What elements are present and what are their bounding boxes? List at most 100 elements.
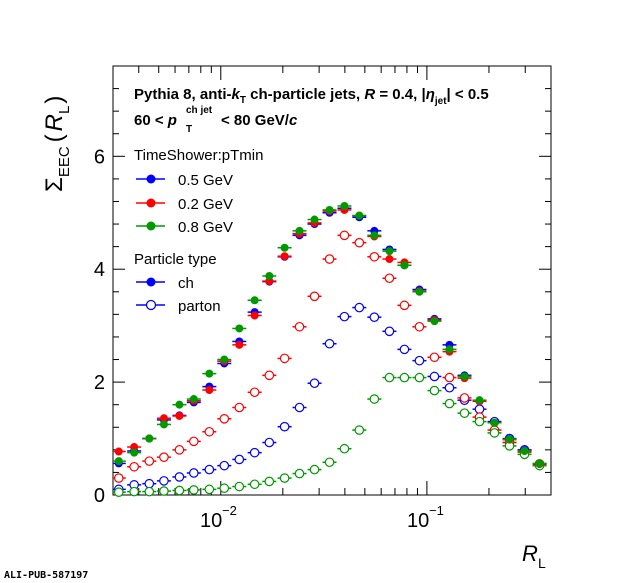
- data-point: [113, 473, 124, 483]
- data-point: [144, 486, 155, 497]
- data-point: [459, 408, 470, 418]
- legend-marker: [145, 299, 157, 311]
- data-point: [279, 353, 290, 364]
- data-point: [264, 370, 275, 381]
- annotation-line-2-end: < 80 GeV/c: [221, 112, 298, 129]
- legend-marker: [146, 198, 156, 208]
- data-point: [339, 443, 350, 454]
- data-point: [475, 396, 484, 405]
- y-tick-label: 4: [94, 259, 105, 281]
- data-point: [250, 311, 259, 320]
- annotation-sub: T: [186, 124, 192, 135]
- data-point: [189, 485, 199, 495]
- data-point: [429, 352, 440, 363]
- data-point: [429, 385, 440, 396]
- data-point: [385, 255, 394, 264]
- x-tick-exp: −1: [429, 503, 444, 518]
- data-point: [505, 435, 514, 444]
- y-tick-labels: 0 2 4 6: [94, 146, 105, 507]
- data-point: [145, 434, 154, 443]
- data-point: [384, 372, 395, 383]
- x-axis-var: R: [522, 541, 538, 566]
- data-point: [324, 457, 335, 468]
- annotation-sup: ch jet: [186, 105, 213, 116]
- data-point: [189, 395, 198, 404]
- data-point: [234, 402, 245, 413]
- x-tick-base: 10: [407, 510, 429, 532]
- data-point: [280, 243, 289, 252]
- data-point: [114, 447, 123, 456]
- y-tick-label: 6: [94, 146, 105, 168]
- x-tick-exp: −2: [222, 503, 237, 518]
- data-point: [369, 251, 380, 262]
- data-point: [400, 261, 409, 270]
- data-point: [369, 312, 380, 322]
- data-point: [249, 479, 260, 490]
- data-point: [130, 448, 139, 457]
- data-point: [159, 414, 168, 423]
- legend-entry-ch: ch: [136, 275, 194, 292]
- data-point: [399, 344, 410, 355]
- legend-marker: [146, 174, 156, 184]
- data-point: [159, 452, 169, 462]
- data-point: [114, 457, 123, 466]
- data-point: [414, 372, 425, 383]
- y-tick-label: 0: [94, 485, 105, 507]
- x-axis-title: R L: [522, 541, 546, 571]
- data-point: [444, 398, 455, 409]
- data-point: [489, 428, 500, 438]
- data-point: [264, 476, 275, 487]
- data-point: [414, 321, 425, 332]
- data-point: [175, 400, 184, 409]
- data-point: [174, 472, 185, 482]
- data-point: [189, 436, 199, 447]
- data-point: [309, 291, 320, 302]
- data-point: [175, 411, 184, 420]
- data-point: [339, 230, 350, 241]
- data-point: [174, 485, 185, 496]
- legend-label: parton: [178, 298, 221, 315]
- data-point: [370, 231, 379, 240]
- data-point: [474, 404, 485, 414]
- legend-entry-parton: parton: [136, 298, 221, 315]
- data-point: [474, 416, 485, 427]
- data-point: [324, 254, 335, 264]
- legend-entry-0.2: 0.2 GeV: [136, 196, 233, 213]
- data-point: [444, 372, 455, 383]
- data-point: [294, 468, 305, 479]
- series-0.2-GeV-ch: [113, 205, 547, 468]
- legend-label: 0.5 GeV: [178, 172, 233, 189]
- x-tick-base: 10: [200, 510, 222, 532]
- data-point: [234, 454, 245, 465]
- data-point: [415, 287, 424, 296]
- data-point: [294, 321, 305, 332]
- legend-color-title: TimeShower:pTmin: [134, 147, 263, 164]
- data-point: [205, 386, 214, 395]
- legend-entry-0.8: 0.8 GeV: [136, 219, 233, 236]
- data-point: [520, 446, 529, 455]
- series-0.5-GeV-ch: [113, 204, 547, 468]
- data-point: [324, 338, 335, 349]
- data-point: [249, 447, 260, 458]
- data-point: [535, 459, 544, 468]
- data-point: [444, 382, 455, 393]
- legend-label: ch: [178, 275, 194, 292]
- data-point: [399, 300, 410, 311]
- data-point: [174, 445, 185, 455]
- data-point: [113, 487, 124, 497]
- data-point: [384, 326, 395, 337]
- data-point: [159, 476, 169, 486]
- data-point: [355, 211, 364, 220]
- legend-entry-0.5: 0.5 GeV: [136, 172, 233, 189]
- data-point: [490, 418, 499, 427]
- plot-frame: [112, 65, 552, 496]
- footer-label: ALI-PUB-587197: [4, 570, 88, 581]
- data-point: [340, 201, 349, 210]
- data-point: [235, 324, 244, 333]
- data-point: [144, 456, 155, 466]
- data-point: [429, 371, 440, 382]
- legend-marker: [146, 277, 156, 287]
- data-point: [385, 247, 394, 256]
- svg-text:ΣEEC(RL): ΣEEC(RL): [41, 96, 73, 192]
- data-point: [325, 205, 334, 214]
